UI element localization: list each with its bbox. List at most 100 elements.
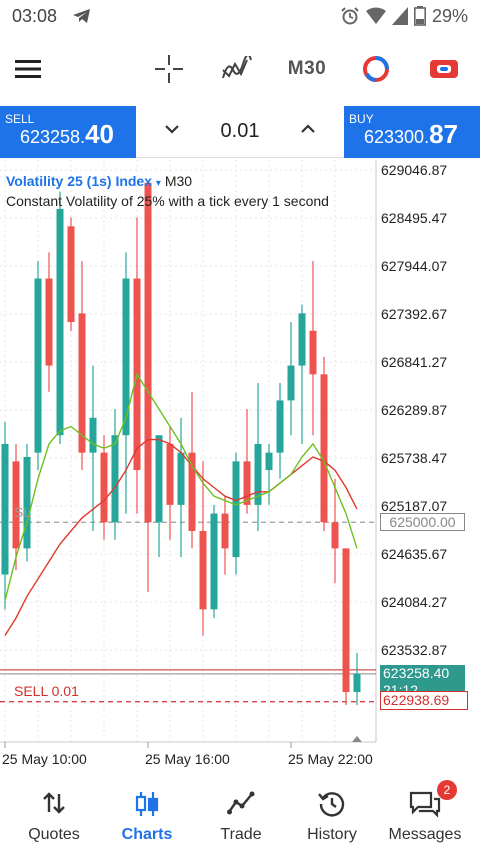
candle-body — [265, 452, 273, 471]
cellular-icon — [391, 7, 408, 25]
price-axis-label: 624635.67 — [381, 546, 448, 562]
symbol-caret-icon[interactable]: ▾ — [155, 178, 161, 189]
nav-history-label: History — [307, 826, 357, 843]
battery-percent: 29% — [431, 5, 468, 26]
candle-body — [89, 417, 97, 453]
price-axis-label: 626841.27 — [381, 354, 448, 370]
status-time: 03:08 — [12, 6, 58, 26]
menu-button[interactable] — [0, 34, 56, 104]
charts-icon — [135, 792, 159, 816]
candle-body — [12, 461, 20, 549]
sell-price-big: 40 — [85, 119, 114, 149]
chart-moving-averages — [4, 372, 358, 636]
timeframe-button[interactable]: M30 — [287, 58, 327, 79]
one-click-trading-button[interactable] — [354, 34, 398, 104]
candle-body — [254, 443, 262, 505]
nav-trade[interactable]: Trade — [193, 772, 289, 854]
price-axis-label: 627392.67 — [381, 306, 448, 322]
lot-selector: 0.01 — [136, 106, 344, 158]
trade-panel: SELL 623258.40 0.01 BUY 623300.87 — [0, 106, 480, 158]
symbol-name[interactable]: Volatility 25 (1s) Index — [6, 173, 153, 189]
candle-body — [45, 278, 53, 366]
candle-body — [111, 435, 119, 523]
nav-messages-label: Messages — [388, 826, 462, 843]
price-axis-label: 624084.27 — [381, 594, 448, 610]
chart-canvas[interactable] — [0, 160, 480, 772]
sell-price-main: 623258. — [20, 127, 86, 147]
trade-icon — [227, 791, 255, 815]
buy-price-big: 87 — [429, 119, 458, 149]
nav-trade-label: Trade — [220, 826, 262, 843]
nav-quotes[interactable]: Quotes — [6, 772, 102, 854]
symbol-timeframe: M30 — [164, 173, 193, 189]
lot-decrease-icon[interactable] — [164, 122, 180, 136]
candle-body — [166, 443, 174, 505]
messages-icon — [409, 791, 441, 818]
chart-candles — [1, 182, 361, 706]
alarm-icon — [341, 7, 359, 25]
sell-label: SELL — [5, 112, 35, 126]
nav-charts[interactable]: Charts — [99, 772, 195, 854]
lot-value[interactable]: 0.01 — [220, 120, 260, 142]
bid-price-value: 623258.40 — [383, 665, 450, 681]
crosshair-button[interactable] — [146, 34, 192, 104]
current-bar-marker-icon — [352, 736, 362, 742]
buy-price-main: 623300. — [364, 127, 430, 147]
ma-slow-line — [4, 438, 358, 636]
candle-body — [298, 313, 306, 366]
chart-level-lines — [0, 521, 376, 703]
time-axis-label: 25 May 16:00 — [145, 751, 230, 767]
candle-body — [221, 513, 229, 549]
status-right: 29% — [340, 6, 468, 26]
messages-badge: 2 — [437, 780, 457, 800]
candle-body — [309, 330, 317, 375]
new-order-button[interactable] — [422, 34, 466, 104]
price-chart[interactable]: Volatility 25 (1s) Index ▾ M30 Constant … — [0, 160, 480, 772]
price-axis-label: 627944.07 — [381, 258, 448, 274]
candle-body — [155, 435, 163, 523]
price-axis-label: 626289.87 — [381, 402, 448, 418]
candle-body — [78, 313, 86, 453]
signal-icon — [365, 7, 386, 24]
buy-label: BUY — [349, 112, 374, 126]
symbol-title[interactable]: Volatility 25 (1s) Index ▾ M30 — [6, 173, 192, 189]
indicators-icon — [222, 56, 252, 79]
one-click-trading-icon — [363, 56, 389, 82]
candle-body — [320, 374, 328, 523]
candle-body — [342, 548, 350, 693]
sell-button[interactable]: SELL 623258.40 — [0, 106, 136, 158]
bottom-navigation: Quotes Charts Trade History 2 Messages — [0, 772, 480, 854]
ask-price-tag: 622938.69 — [380, 691, 468, 710]
price-axis-label: 629046.87 — [381, 162, 448, 178]
candle-body — [100, 452, 108, 523]
candle-body — [177, 452, 185, 505]
nav-history[interactable]: History — [284, 772, 380, 854]
price-axis-label: 625187.07 — [381, 498, 448, 514]
candle-body — [34, 278, 42, 453]
candle-body — [188, 452, 196, 531]
hamburger-icon — [15, 60, 41, 78]
battery-icon — [413, 6, 426, 26]
price-axis-label: 625738.47 — [381, 450, 448, 466]
status-bar: 03:08 29% — [0, 0, 480, 34]
candle-body — [353, 673, 361, 693]
lot-increase-icon[interactable] — [300, 122, 316, 136]
candle-body — [276, 400, 284, 453]
candle-body — [331, 522, 339, 549]
candle-body — [243, 461, 251, 505]
candle-body — [67, 226, 75, 323]
nav-messages[interactable]: 2 Messages — [377, 772, 473, 854]
quotes-icon — [43, 792, 65, 814]
ma-fast-line — [4, 372, 358, 601]
indicators-button[interactable] — [214, 34, 260, 104]
candle-body — [287, 365, 295, 401]
nav-charts-label: Charts — [121, 826, 173, 843]
buy-button[interactable]: BUY 623300.87 — [344, 106, 480, 158]
sl-price-tag: 625000.00 — [380, 513, 465, 531]
sl-line-label: SL — [14, 504, 32, 520]
nav-quotes-label: Quotes — [28, 826, 80, 843]
time-axis-label: 25 May 22:00 — [288, 751, 373, 767]
candle-body — [56, 208, 64, 436]
position-line-label[interactable]: SELL 0.01 — [14, 683, 79, 699]
candle-body — [144, 182, 152, 523]
